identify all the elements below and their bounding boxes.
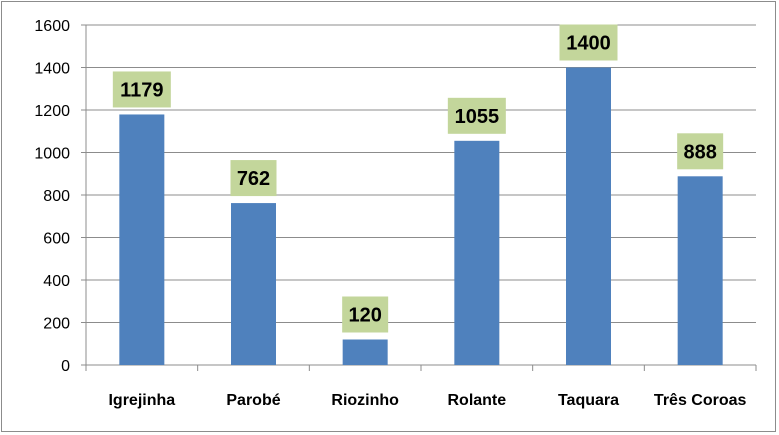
bar-igrejinha — [119, 114, 165, 366]
y-tick-label: 1000 — [34, 146, 70, 163]
y-tick-label: 1200 — [34, 103, 70, 120]
y-axis: 0 200 400 600 800 1000 1200 1400 1600 — [34, 18, 87, 375]
bar-riozinho — [342, 339, 388, 365]
y-tick-label: 200 — [43, 316, 70, 333]
bar-tr-s-coroas — [677, 176, 723, 365]
data-label-box — [230, 160, 277, 197]
data-label-box — [447, 97, 506, 134]
y-tick-label: 800 — [43, 188, 70, 205]
y-tick-label: 1600 — [34, 18, 70, 35]
data-labels: 1179 762 120 1055 1400 888 — [112, 24, 724, 333]
x-axis: Igrejinha Parobé Riozinho Rolante Taquara Trê… — [85, 364, 757, 409]
gridlines — [86, 24, 756, 323]
x-tick-label: Rolante — [447, 392, 506, 409]
bar-rolante — [454, 140, 500, 365]
x-tick-label: Igrejinha — [108, 392, 175, 409]
bar-taquara — [566, 67, 611, 365]
data-label: 762 — [237, 168, 270, 190]
x-tick-label: Parobé — [226, 392, 280, 409]
data-label-box — [342, 296, 389, 333]
y-tick-label: 600 — [43, 231, 70, 248]
x-tick-label: Riozinho — [331, 392, 399, 409]
data-label: 1179 — [120, 79, 163, 101]
y-tick-label: 1400 — [34, 61, 70, 78]
data-label: 1400 — [566, 33, 611, 55]
data-label-box — [677, 133, 724, 170]
y-tick-label: 400 — [43, 273, 70, 290]
data-label-box — [112, 71, 171, 108]
data-label: 888 — [683, 141, 716, 163]
y-tick-label: 0 — [61, 358, 70, 375]
data-label: 120 — [348, 305, 381, 327]
data-label-box — [559, 24, 618, 61]
data-label: 1055 — [455, 106, 500, 128]
x-tick-label: Taquara — [558, 392, 619, 409]
bar-parob- — [231, 203, 276, 365]
x-tick-label: Três Coroas — [654, 392, 747, 409]
bars — [119, 67, 723, 366]
